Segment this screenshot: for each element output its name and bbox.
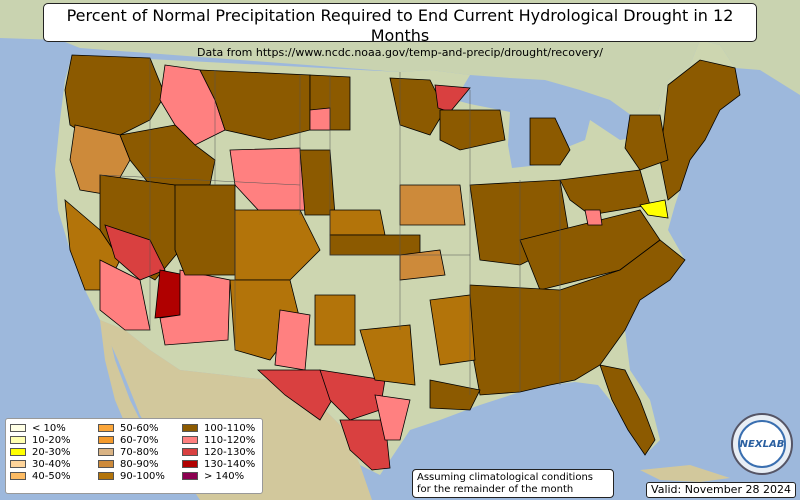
legend-label: 130-140%	[204, 458, 256, 470]
region-michigan	[529, 117, 571, 166]
legend-swatch	[182, 460, 198, 468]
legend-item: 120-130%	[182, 446, 255, 458]
map-subtitle: Data from https://www.ncdc.noaa.gov/temp…	[197, 46, 603, 59]
legend-item: 90-100%	[98, 470, 165, 482]
region-iowa	[399, 184, 466, 226]
region-minnesota-north	[389, 77, 446, 136]
region-texas-pink	[374, 394, 411, 441]
legend-swatch	[98, 472, 114, 480]
assumption-note: Assuming climatological conditions for t…	[412, 469, 614, 498]
region-new-york	[624, 114, 669, 171]
legend-item: 60-70%	[98, 434, 165, 446]
legend-label: 40-50%	[32, 470, 71, 482]
legend-swatch	[98, 436, 114, 444]
legend-label: 80-90%	[120, 458, 159, 470]
legend-swatch	[182, 436, 198, 444]
region-nm-pink	[274, 309, 311, 371]
region-idaho-south	[119, 124, 216, 186]
legend-swatch	[182, 472, 198, 480]
legend-swatch	[10, 448, 26, 456]
region-southeast	[469, 239, 686, 396]
legend-item: < 10%	[10, 422, 71, 434]
region-texas-south	[339, 419, 391, 471]
legend-item: 20-30%	[10, 446, 71, 458]
region-wisconsin	[439, 109, 506, 151]
lake-superior	[450, 82, 540, 104]
lake-huron	[548, 100, 590, 150]
legend-label: < 10%	[32, 422, 66, 434]
legend-item: 40-50%	[10, 470, 71, 482]
region-kansas	[329, 234, 421, 256]
legend-swatch	[10, 436, 26, 444]
region-texas-west	[256, 369, 336, 421]
legend-item: > 140%	[182, 470, 255, 482]
region-socal-pink	[99, 259, 151, 331]
legend-swatch	[98, 448, 114, 456]
legend-swatch	[10, 472, 26, 480]
legend-swatch	[182, 424, 198, 432]
legend: < 10% 10-20% 20-30% 30-40% 40-50% 50-60%…	[5, 418, 263, 494]
note-line-1: Assuming climatological conditions	[417, 472, 593, 483]
region-dakota-pink	[309, 107, 331, 131]
legend-column-2: 50-60% 60-70% 70-80% 80-90% 90-100%	[98, 422, 165, 482]
region-nebraska	[329, 209, 386, 236]
nexlab-logo: NEXLAB	[731, 413, 793, 475]
region-oklahoma	[314, 294, 356, 346]
legend-item: 100-110%	[182, 422, 255, 434]
legend-column-3: 100-110% 110-120% 120-130% 130-140% > 14…	[182, 422, 255, 482]
legend-label: 30-40%	[32, 458, 71, 470]
legend-item: 50-60%	[98, 422, 165, 434]
legend-swatch	[10, 460, 26, 468]
legend-label: 20-30%	[32, 446, 71, 458]
region-new-england	[659, 59, 741, 201]
legend-item: 110-120%	[182, 434, 255, 446]
legend-label: > 140%	[204, 470, 245, 482]
region-pennsylvania	[559, 169, 651, 216]
note-line-2: for the remainder of the month	[417, 484, 574, 495]
legend-label: 50-60%	[120, 422, 159, 434]
cuba	[640, 465, 730, 482]
legend-swatch	[98, 460, 114, 468]
legend-label: 120-130%	[204, 446, 256, 458]
legend-item: 130-140%	[182, 458, 255, 470]
drought-regions	[64, 54, 741, 471]
legend-item: 80-90%	[98, 458, 165, 470]
region-utah	[174, 184, 236, 276]
legend-item: 10-20%	[10, 434, 71, 446]
legend-column-1: < 10% 10-20% 20-30% 30-40% 40-50%	[10, 422, 71, 482]
nexlab-logo-text: NEXLAB	[738, 420, 786, 468]
legend-label: 90-100%	[120, 470, 165, 482]
region-missouri	[399, 249, 446, 281]
map-title: Percent of Normal Precipitation Required…	[66, 6, 734, 45]
region-west-virginia-pink	[584, 209, 603, 226]
legend-label: 10-20%	[32, 434, 71, 446]
legend-item: 70-80%	[98, 446, 165, 458]
legend-swatch	[10, 424, 26, 432]
region-arkansas	[359, 324, 416, 386]
legend-label: 60-70%	[120, 434, 159, 446]
region-maryland-yellow	[639, 199, 669, 219]
region-mississippi-valley	[429, 294, 476, 366]
legend-item: 30-40%	[10, 458, 71, 470]
region-louisiana	[429, 379, 481, 411]
state-borders	[99, 58, 561, 395]
valid-date: Valid: November 28 2024	[646, 482, 796, 498]
legend-label: 110-120%	[204, 434, 256, 446]
legend-swatch	[182, 448, 198, 456]
title-box: Percent of Normal Precipitation Required…	[43, 3, 757, 59]
legend-label: 100-110%	[204, 422, 256, 434]
legend-label: 70-80%	[120, 446, 159, 458]
legend-swatch	[98, 424, 114, 432]
region-florida	[599, 364, 656, 456]
lake-michigan	[508, 108, 525, 168]
